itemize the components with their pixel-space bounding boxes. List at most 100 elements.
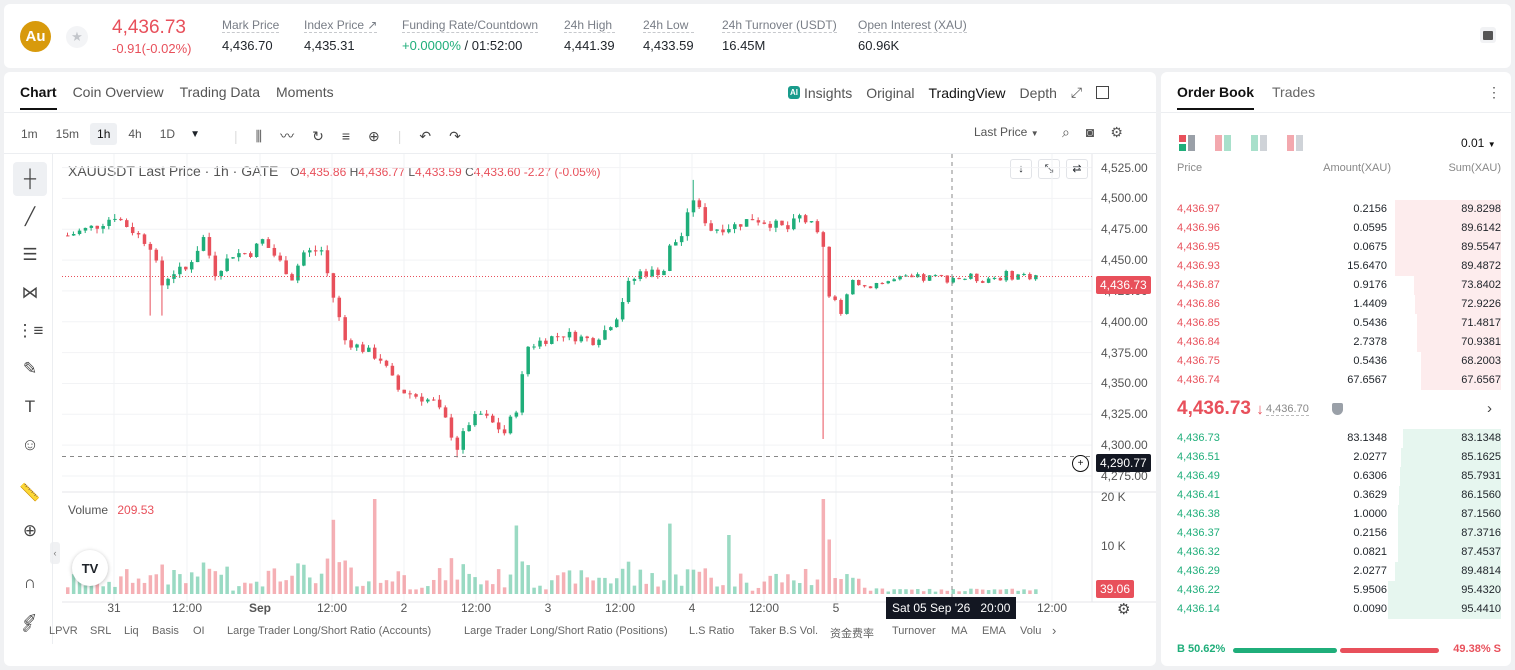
view-bids-icon[interactable] xyxy=(1251,135,1267,151)
text-tool-icon[interactable]: T xyxy=(24,397,36,416)
view-both-icon[interactable] xyxy=(1179,135,1195,151)
volume-bar xyxy=(113,586,117,594)
settings-icon[interactable]: ⚙ xyxy=(1110,124,1123,140)
indicator-funding-rate[interactable]: 资金费率 xyxy=(830,628,874,640)
bid-row[interactable]: 4,436.38 1.0000 87.1560 xyxy=(1161,505,1511,524)
chevron-right-icon[interactable]: › xyxy=(1487,400,1492,417)
search-icon[interactable]: ⌕ xyxy=(1062,124,1070,140)
fib-tool-icon[interactable]: ⋮≡ xyxy=(16,321,44,340)
indicator-turnover[interactable]: Turnover xyxy=(892,625,936,637)
pattern-tool-icon[interactable]: ⋈ xyxy=(21,283,39,302)
volume-bar xyxy=(367,581,371,594)
indicator-ma[interactable]: MA xyxy=(951,625,968,637)
bid-row[interactable]: 4,436.51 2.0277 85.1625 xyxy=(1161,448,1511,467)
tab-order-book[interactable]: Order Book xyxy=(1177,84,1255,110)
bid-row[interactable]: 4,436.22 5.9506 95.4320 xyxy=(1161,581,1511,600)
tradingview-button[interactable]: TradingView xyxy=(928,84,1006,101)
trend-line-tool-icon[interactable]: ╱ xyxy=(24,207,36,226)
indicator-liq[interactable]: Liq xyxy=(124,625,139,637)
ask-row[interactable]: 4,436.75 0.5436 68.2003 xyxy=(1161,352,1511,371)
view-mixed-icon[interactable] xyxy=(1215,135,1231,151)
tab-moments[interactable]: Moments xyxy=(276,84,334,100)
ask-row[interactable]: 4,436.85 0.5436 71.4817 xyxy=(1161,314,1511,333)
bid-row[interactable]: 4,436.37 0.2156 87.3716 xyxy=(1161,524,1511,543)
axis-settings-icon[interactable]: ⚙ xyxy=(1117,601,1131,618)
crosshair-tool-icon[interactable]: ┼ xyxy=(13,162,47,196)
volume-bar xyxy=(733,586,737,594)
brush-tool-icon[interactable]: ✎ xyxy=(22,359,38,378)
book-icon[interactable] xyxy=(1480,27,1496,43)
stat-index-price[interactable]: Index Price ↗ 4,435.31 xyxy=(304,18,378,53)
bid-row[interactable]: 4,436.29 2.0277 89.4814 xyxy=(1161,562,1511,581)
eraser-tool-icon[interactable]: ✐ xyxy=(22,611,38,630)
interval-1h[interactable]: 1h xyxy=(90,123,118,145)
tab-chart[interactable]: Chart xyxy=(20,84,57,110)
more-icon[interactable]: ⋮ xyxy=(1487,84,1501,100)
price-type-select[interactable]: Last Price ▼ xyxy=(974,125,1039,139)
swap-icon[interactable]: ⇄ xyxy=(1066,159,1088,179)
indicator-ema[interactable]: EMA xyxy=(982,625,1006,637)
ruler-tool-icon[interactable]: 📏 xyxy=(19,483,41,502)
indicator-lpvr[interactable]: LPVR xyxy=(49,625,78,637)
expand-icon[interactable]: ⤢ xyxy=(1070,84,1083,100)
interval-dropdown-icon[interactable]: ▼ xyxy=(190,128,200,140)
tab-trades[interactable]: Trades xyxy=(1272,84,1316,100)
pin-icon[interactable]: ✐ xyxy=(22,621,33,636)
collapse-icon[interactable]: ⤡ xyxy=(1038,159,1060,179)
bid-row[interactable]: 4,436.73 83.1348 83.1348 xyxy=(1161,429,1511,448)
camera-icon[interactable]: ◙ xyxy=(1085,124,1095,140)
indicator-ls-positions[interactable]: Large Trader Long/Short Ratio (Positions… xyxy=(464,625,668,637)
ask-row[interactable]: 4,436.96 0.0595 89.6142 xyxy=(1161,219,1511,238)
ask-row[interactable]: 4,436.93 15.6470 89.4872 xyxy=(1161,257,1511,276)
candle-type-icon[interactable]: ⫼ xyxy=(255,127,263,144)
template-icon[interactable]: ≡ xyxy=(341,128,350,144)
magnet-tool-icon[interactable]: ∩ xyxy=(23,573,37,592)
bid-row[interactable]: 4,436.14 0.0090 95.4410 xyxy=(1161,600,1511,619)
add-alert-icon[interactable]: + xyxy=(1072,455,1089,472)
ask-row[interactable]: 4,436.97 0.2156 89.8298 xyxy=(1161,200,1511,219)
insights-button[interactable]: AI Insights xyxy=(788,85,852,101)
candlestick-chart[interactable] xyxy=(4,72,1156,666)
arrow-down-icon[interactable]: ↓ xyxy=(1010,159,1032,179)
bid-row[interactable]: 4,436.41 0.3629 86.1560 xyxy=(1161,486,1511,505)
ask-row[interactable]: 4,436.87 0.9176 73.8402 xyxy=(1161,276,1511,295)
zoom-tool-icon[interactable]: ⊕ xyxy=(22,521,38,540)
ask-row[interactable]: 4,436.74 67.6567 67.6567 xyxy=(1161,371,1511,390)
depth-button[interactable]: Depth xyxy=(1019,84,1057,101)
bid-row[interactable]: 4,436.32 0.0821 87.4537 xyxy=(1161,543,1511,562)
ask-row[interactable]: 4,436.95 0.0675 89.5547 xyxy=(1161,238,1511,257)
tab-trading-data[interactable]: Trading Data xyxy=(179,84,261,100)
view-asks-icon[interactable] xyxy=(1287,135,1303,151)
indicators-icon[interactable]: 〰 xyxy=(280,128,295,144)
undo-icon[interactable]: ↶ xyxy=(419,127,432,144)
fullscreen-icon[interactable] xyxy=(1096,86,1110,99)
indicator-basis[interactable]: Basis xyxy=(152,625,179,637)
precision-select[interactable]: 0.01 ▼ xyxy=(1461,136,1496,150)
indicator-oi[interactable]: OI xyxy=(193,625,205,637)
emoji-tool-icon[interactable]: ☺ xyxy=(21,435,39,454)
collapse-toolbar-icon[interactable]: ‹ xyxy=(50,542,60,564)
indicator-taker-vol[interactable]: Taker B.S Vol. xyxy=(749,625,819,637)
redo-icon[interactable]: ↷ xyxy=(449,127,461,144)
scroll-right-icon[interactable]: › xyxy=(1052,623,1057,638)
original-button[interactable]: Original xyxy=(866,84,915,101)
volume-bar xyxy=(278,581,283,594)
tab-coin-overview[interactable]: Coin Overview xyxy=(72,84,164,100)
indicator-volume[interactable]: Volu xyxy=(1020,625,1042,637)
add-compare-icon[interactable]: ⊕ xyxy=(368,127,380,144)
depth-bar xyxy=(1414,295,1501,314)
interval-1m[interactable]: 1m xyxy=(21,127,38,141)
ask-row[interactable]: 4,436.86 1.4409 72.9226 xyxy=(1161,295,1511,314)
ask-row[interactable]: 4,436.84 2.7378 70.9381 xyxy=(1161,333,1511,352)
indicator-srl[interactable]: SRL xyxy=(90,625,112,637)
refresh-icon[interactable]: ↻ xyxy=(312,127,324,144)
horizontal-lines-tool-icon[interactable]: ☰ xyxy=(22,245,38,264)
indicator-ls-ratio[interactable]: L.S Ratio xyxy=(689,625,735,637)
indicator-ls-accounts[interactable]: Large Trader Long/Short Ratio (Accounts) xyxy=(227,625,432,637)
tradingview-logo[interactable]: TV xyxy=(72,550,108,586)
interval-4h[interactable]: 4h xyxy=(128,127,142,141)
bid-row[interactable]: 4,436.49 0.6306 85.7931 xyxy=(1161,467,1511,486)
favorite-star-icon[interactable]: ★ xyxy=(66,26,88,48)
interval-15m[interactable]: 15m xyxy=(55,127,80,141)
interval-1d[interactable]: 1D xyxy=(159,127,176,141)
